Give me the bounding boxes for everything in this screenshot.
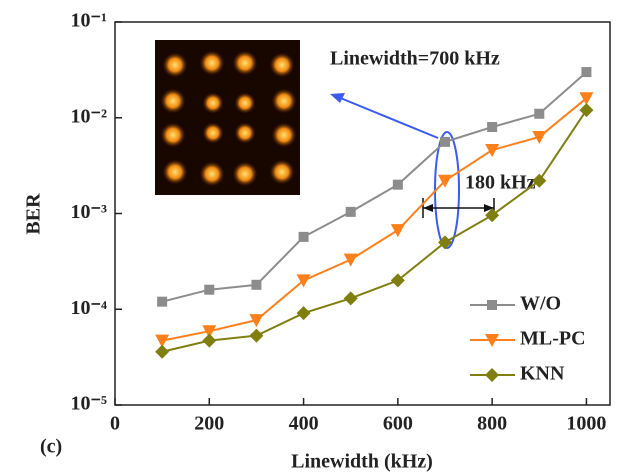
legend-label: KNN xyxy=(520,363,565,385)
y-tick-label: 10⁻⁵ xyxy=(70,393,107,415)
marker xyxy=(485,368,499,382)
legend-label: ML-PC xyxy=(520,328,586,350)
y-tick-label: 10⁻³ xyxy=(70,201,107,223)
marker xyxy=(155,345,169,359)
marker xyxy=(202,334,216,348)
legend-label: W/O xyxy=(520,293,561,315)
x-tick-label: 200 xyxy=(194,413,224,435)
y-tick-label: 10⁻¹ xyxy=(70,10,107,32)
y-tick-label: 10⁻² xyxy=(70,105,107,127)
marker xyxy=(344,254,358,267)
annotation: Linewidth=700 kHz xyxy=(330,48,500,70)
marker xyxy=(299,232,309,242)
x-tick-label: 400 xyxy=(289,413,319,435)
marker xyxy=(249,329,263,343)
marker xyxy=(393,180,403,190)
x-tick-label: 600 xyxy=(383,413,413,435)
marker xyxy=(346,207,356,217)
x-tick-label: 800 xyxy=(477,413,507,435)
marker xyxy=(251,280,261,290)
chart: Linewidth=700 kHz 180 kHz (c) Linewidth … xyxy=(0,0,627,476)
x-axis-label: Linewidth (kHz) xyxy=(291,451,433,473)
marker xyxy=(534,109,544,119)
marker xyxy=(391,224,405,237)
marker xyxy=(485,144,499,157)
x-tick-label: 1000 xyxy=(566,413,606,435)
marker xyxy=(581,67,591,77)
marker xyxy=(297,306,311,320)
marker xyxy=(344,291,358,305)
marker xyxy=(204,285,214,295)
marker xyxy=(157,297,167,307)
y-axis-label: BER xyxy=(23,193,45,235)
marker xyxy=(440,137,450,147)
panel-label: (c) xyxy=(40,436,62,458)
x-tick-label: 0 xyxy=(110,413,120,435)
marker xyxy=(487,300,497,310)
inset-constellation xyxy=(155,40,300,195)
marker xyxy=(579,103,593,117)
marker xyxy=(487,122,497,132)
y-tick-label: 10⁻⁴ xyxy=(70,297,107,319)
